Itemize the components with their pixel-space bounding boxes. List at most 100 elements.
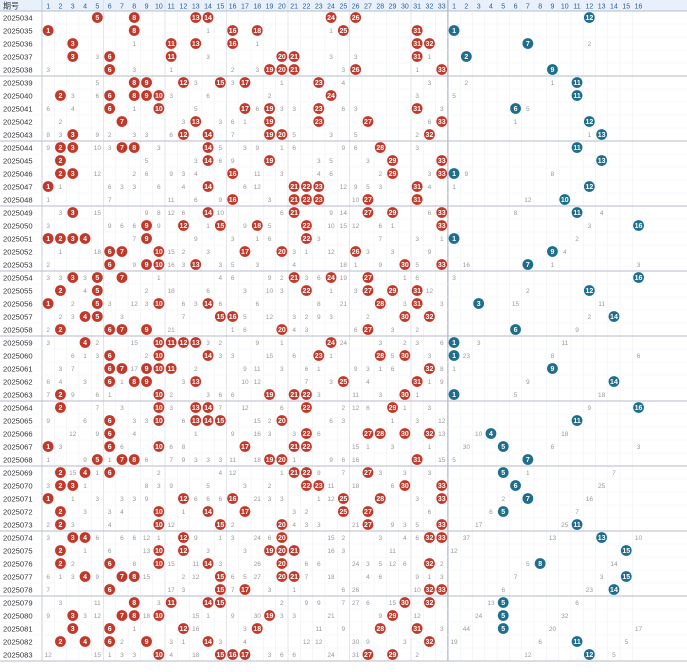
miss-count: 5 [624, 639, 628, 646]
miss-count: 1 [59, 184, 63, 191]
miss-count: 7 [71, 366, 75, 373]
miss-count: 3 [268, 431, 272, 438]
miss-count: 9 [255, 340, 259, 347]
table-row: 2025044 9 2 3 10 3 7 8 3 14 5 3 9 1 6 9 6 28 3 11 [3, 142, 583, 153]
miss-count: 16 [168, 262, 176, 269]
red-column-header: 9 [145, 4, 149, 11]
red-ball-number: 33 [438, 158, 446, 165]
red-ball [79, 233, 91, 244]
miss-count: 3 [194, 457, 198, 464]
table-row: 2025045 2 5 3 14 6 9 19 3 5 3 29 33 13 [3, 155, 608, 166]
red-ball [67, 532, 79, 543]
red-ball-number: 10 [155, 548, 163, 555]
miss-count: 24 [352, 561, 360, 568]
red-ball-number: 8 [132, 600, 136, 607]
miss-count: 6 [317, 431, 321, 438]
red-ball [178, 77, 189, 88]
red-ball-number: 9 [145, 262, 149, 269]
red-ball [153, 90, 165, 101]
red-ball [424, 38, 435, 49]
miss-count: 3 [46, 67, 50, 74]
red-ball [91, 454, 103, 465]
miss-count: 6 [120, 223, 124, 230]
miss-count: 3 [440, 574, 444, 581]
miss-count: 3 [292, 249, 296, 256]
miss-count: 5 [194, 106, 198, 113]
red-ball-number: 3 [71, 275, 75, 282]
red-ball-number: 27 [364, 275, 372, 282]
blue-ball-number: 12 [585, 119, 593, 126]
miss-count: 6 [231, 119, 235, 126]
red-ball [153, 415, 165, 426]
period-label: 2025062 [3, 377, 33, 386]
miss-count: 6 [145, 457, 149, 464]
miss-count: 17 [635, 626, 643, 633]
miss-count: 2 [46, 262, 50, 269]
miss-count: 1 [305, 249, 309, 256]
miss-count: 3 [219, 457, 223, 464]
red-ball-number: 13 [192, 379, 200, 386]
red-ball [55, 480, 66, 491]
miss-count: 3 [403, 470, 407, 477]
blue-ball [608, 376, 620, 387]
miss-count: 6 [440, 340, 444, 347]
red-ball [141, 636, 152, 647]
miss-count: 8 [132, 561, 136, 568]
red-ball [288, 207, 300, 218]
period-label: 2025049 [3, 208, 33, 217]
miss-count: 11 [254, 171, 261, 178]
blue-column-header: 13 [598, 4, 606, 11]
table-row: 2025055 2 4 5 2 18 6 3 10 3 22 1 3 27 29 31 12 2 12 [3, 285, 595, 296]
table-row: 2025056 1 2 5 3 12 3 10 6 3 14 6 6 8 21 28 3 31 3 3 15 11 [3, 298, 605, 309]
miss-count: 2 [268, 418, 272, 425]
miss-count: 6 [329, 418, 333, 425]
period-label: 2025059 [3, 338, 33, 347]
miss-count: 18 [192, 652, 200, 659]
miss-count: 6 [428, 210, 432, 217]
miss-count: 15 [389, 600, 397, 607]
blue-ball [583, 116, 595, 127]
red-ball-number: 32 [426, 600, 434, 607]
miss-count: 9 [182, 457, 186, 464]
red-ball [264, 545, 275, 556]
red-ball [79, 311, 91, 322]
miss-count: 3 [120, 184, 124, 191]
red-ball-number: 15 [216, 522, 224, 529]
miss-count: 3 [182, 262, 186, 269]
miss-count: 12 [45, 652, 53, 659]
red-ball [362, 116, 374, 127]
miss-count: 6 [96, 392, 100, 399]
blue-ball-number: 5 [501, 626, 505, 633]
table-row: 2025041 6 4 6 1 10 5 17 6 19 3 3 23 6 3 31 3 6 5 [3, 103, 530, 114]
red-ball-number: 19 [266, 67, 274, 74]
blue-ball [547, 363, 558, 374]
blue-ball [559, 194, 571, 205]
red-ball [42, 25, 54, 36]
red-ball-number: 33 [438, 535, 446, 542]
miss-count: 3 [169, 93, 173, 100]
red-ball [128, 90, 140, 101]
miss-count: 3 [243, 483, 247, 490]
miss-count: 2 [415, 327, 419, 334]
miss-count: 7 [169, 457, 173, 464]
miss-count: 3 [366, 249, 370, 256]
miss-count: 18 [352, 483, 360, 490]
miss-count: 3 [600, 574, 604, 581]
miss-count: 6 [194, 197, 198, 204]
miss-count: 3 [415, 340, 419, 347]
red-ball [325, 272, 337, 283]
miss-count: 3 [637, 444, 641, 451]
red-ball-number: 9 [145, 366, 149, 373]
miss-count: 3 [206, 457, 210, 464]
red-ball-number: 17 [241, 249, 249, 256]
miss-count: 3 [342, 418, 346, 425]
red-ball [202, 402, 214, 413]
red-ball [55, 558, 66, 569]
miss-count: 7 [46, 392, 50, 399]
miss-count: 3 [428, 405, 432, 412]
miss-count: 6 [46, 106, 50, 113]
red-ball-number: 3 [71, 171, 75, 178]
red-ball [190, 259, 202, 270]
red-ball-number: 11 [167, 600, 175, 607]
red-ball [313, 350, 325, 361]
